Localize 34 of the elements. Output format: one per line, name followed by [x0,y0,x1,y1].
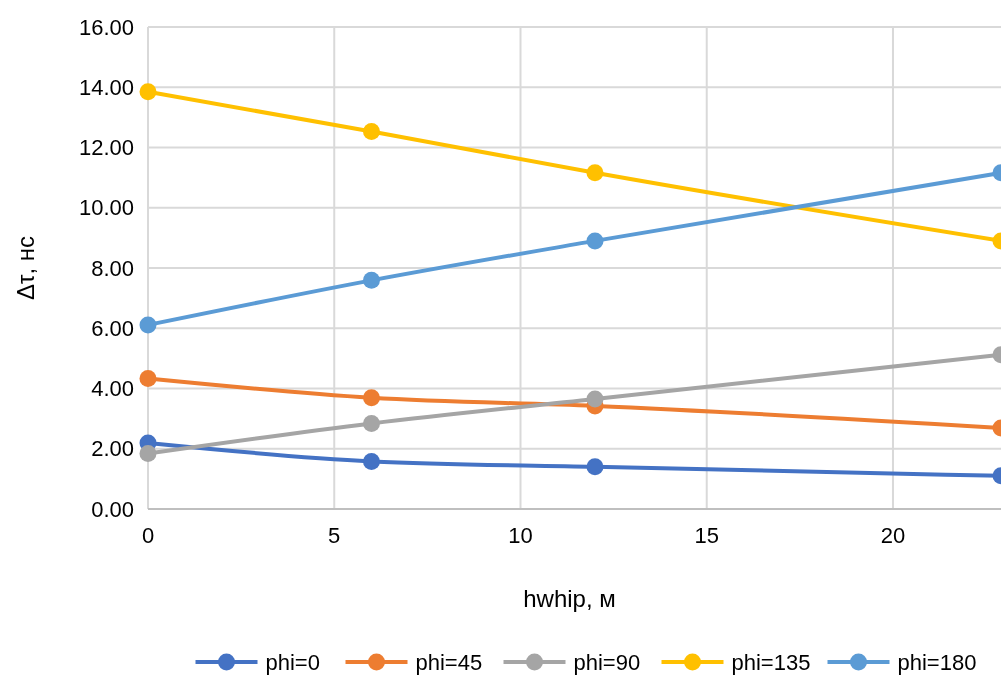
point [586,390,604,408]
point [362,452,380,470]
y-tick-label: 0.00 [91,496,134,522]
point [586,458,604,476]
point [362,123,380,141]
x-axis-title: hwhip, м [523,585,616,612]
legend-label: phi=90 [573,649,641,675]
y-tick-label: 10.00 [78,195,134,221]
legend-label: phi=0 [265,649,320,675]
legend-label: phi=135 [731,649,811,675]
y-tick-label: 4.00 [91,376,134,402]
x-tick-label: 20 [880,523,906,548]
point [139,370,157,388]
legend-label: phi=45 [415,649,483,675]
point [586,164,604,182]
y-tick-label: 8.00 [91,255,134,281]
x-tick-label: 10 [508,523,533,548]
x-tick-label: 0 [141,523,155,548]
point [362,271,380,289]
point [586,232,604,250]
y-tick-label: 12.00 [78,135,134,161]
x-tick-label: 5 [328,523,341,548]
y-tick-label: 2.00 [91,436,134,462]
y-tick-label: 16.00 [78,14,134,40]
y-tick-label: 14.00 [78,74,134,100]
point [139,316,157,334]
point [139,445,157,463]
x-tick-label: 15 [694,523,719,548]
y-tick-label: 6.00 [91,315,134,341]
point [139,83,157,101]
point [362,414,380,432]
y-axis-title: Δτ, нс [12,235,39,301]
legend-label: phi=180 [897,649,977,675]
point [362,389,380,407]
